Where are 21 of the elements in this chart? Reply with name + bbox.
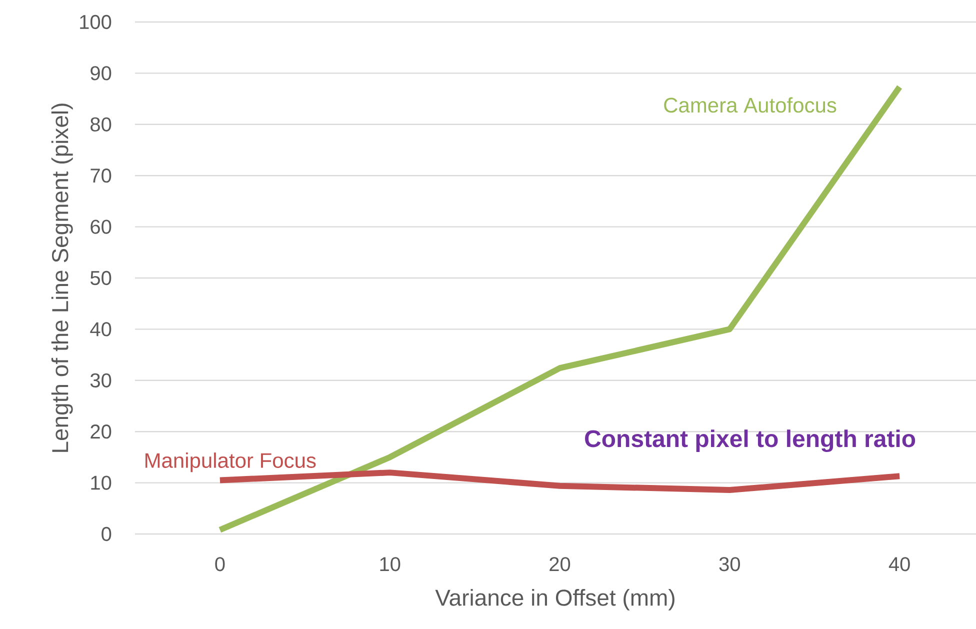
y-tick-label: 0 [102,526,112,542]
x-tick-label: 30 [719,557,740,572]
y-tick-label: 50 [90,270,112,286]
x-tick-label: 0 [215,557,225,572]
annotation: Constant pixel to length ratio [585,430,916,452]
y-tick-label: 70 [90,168,112,183]
y-tick-label: 30 [90,373,112,388]
x-tick-label: 20 [550,557,570,572]
x-tick-label: 40 [888,557,910,572]
series-label: Manipulator Focus [146,452,316,472]
y-tick-label: 60 [90,220,112,234]
y-axis-title: Length of the Line Segment (pixel) [51,104,73,452]
y-tick-label: 20 [90,424,112,439]
x-tick-label: 10 [380,557,400,572]
y-tick-label: 10 [91,476,112,490]
y-tick-label: 100 [80,14,112,30]
x-axis-title: Variance in Offset (mm) [435,588,674,610]
y-tick-label: 90 [90,66,112,80]
series-label: Camera Autofocus [664,97,836,113]
y-tick-label: 40 [90,322,112,336]
y-tick-label: 80 [90,117,112,132]
